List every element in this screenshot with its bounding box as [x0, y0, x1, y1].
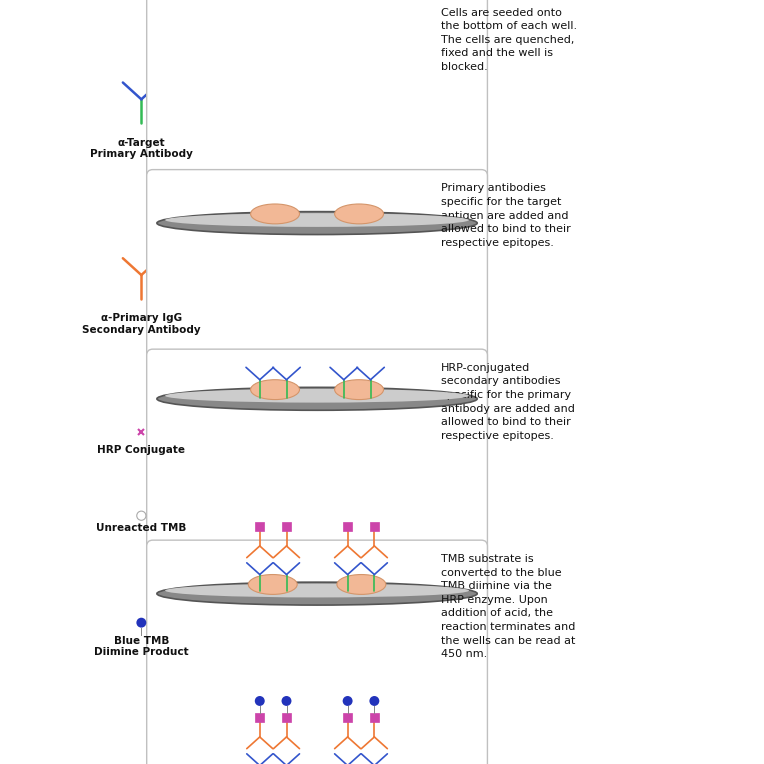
Text: TMB substrate is
converted to the blue
TMB diimine via the
HRP enzyme. Upon
addi: TMB substrate is converted to the blue T… [441, 554, 575, 659]
FancyBboxPatch shape [147, 349, 487, 604]
Ellipse shape [157, 212, 478, 235]
FancyBboxPatch shape [343, 523, 352, 532]
Ellipse shape [337, 575, 386, 594]
FancyBboxPatch shape [147, 170, 487, 410]
FancyBboxPatch shape [147, 540, 487, 764]
FancyBboxPatch shape [370, 523, 379, 532]
Ellipse shape [255, 696, 265, 706]
Ellipse shape [281, 696, 292, 706]
FancyBboxPatch shape [255, 714, 264, 723]
Text: HRP Conjugate: HRP Conjugate [97, 445, 186, 455]
Text: Unreacted TMB: Unreacted TMB [96, 523, 186, 533]
Ellipse shape [342, 696, 352, 706]
Ellipse shape [251, 380, 299, 400]
FancyBboxPatch shape [282, 523, 291, 532]
Ellipse shape [137, 511, 146, 520]
Ellipse shape [248, 575, 297, 594]
Ellipse shape [136, 617, 147, 628]
Ellipse shape [165, 584, 469, 597]
Ellipse shape [335, 204, 384, 224]
Ellipse shape [157, 582, 478, 605]
Ellipse shape [335, 380, 384, 400]
Text: Cells are seeded onto
the bottom of each well.
The cells are quenched,
fixed and: Cells are seeded onto the bottom of each… [441, 8, 577, 72]
Text: Blue TMB
Diimine Product: Blue TMB Diimine Product [94, 636, 189, 657]
Text: α-Target
Primary Antibody: α-Target Primary Antibody [90, 138, 193, 159]
Text: α-Primary IgG
Secondary Antibody: α-Primary IgG Secondary Antibody [82, 313, 201, 335]
Text: HRP-conjugated
secondary antibodies
specific for the primary
antibody are added : HRP-conjugated secondary antibodies spec… [441, 363, 575, 441]
Ellipse shape [157, 387, 478, 410]
FancyBboxPatch shape [147, 0, 487, 234]
FancyBboxPatch shape [255, 523, 264, 532]
FancyBboxPatch shape [343, 714, 352, 723]
Text: Primary antibodies
specific for the target
antigen are added and
allowed to bind: Primary antibodies specific for the targ… [441, 183, 571, 248]
Ellipse shape [251, 204, 299, 224]
Ellipse shape [165, 389, 469, 403]
FancyBboxPatch shape [282, 714, 291, 723]
FancyBboxPatch shape [370, 714, 379, 723]
Ellipse shape [370, 696, 380, 706]
Ellipse shape [165, 213, 469, 227]
